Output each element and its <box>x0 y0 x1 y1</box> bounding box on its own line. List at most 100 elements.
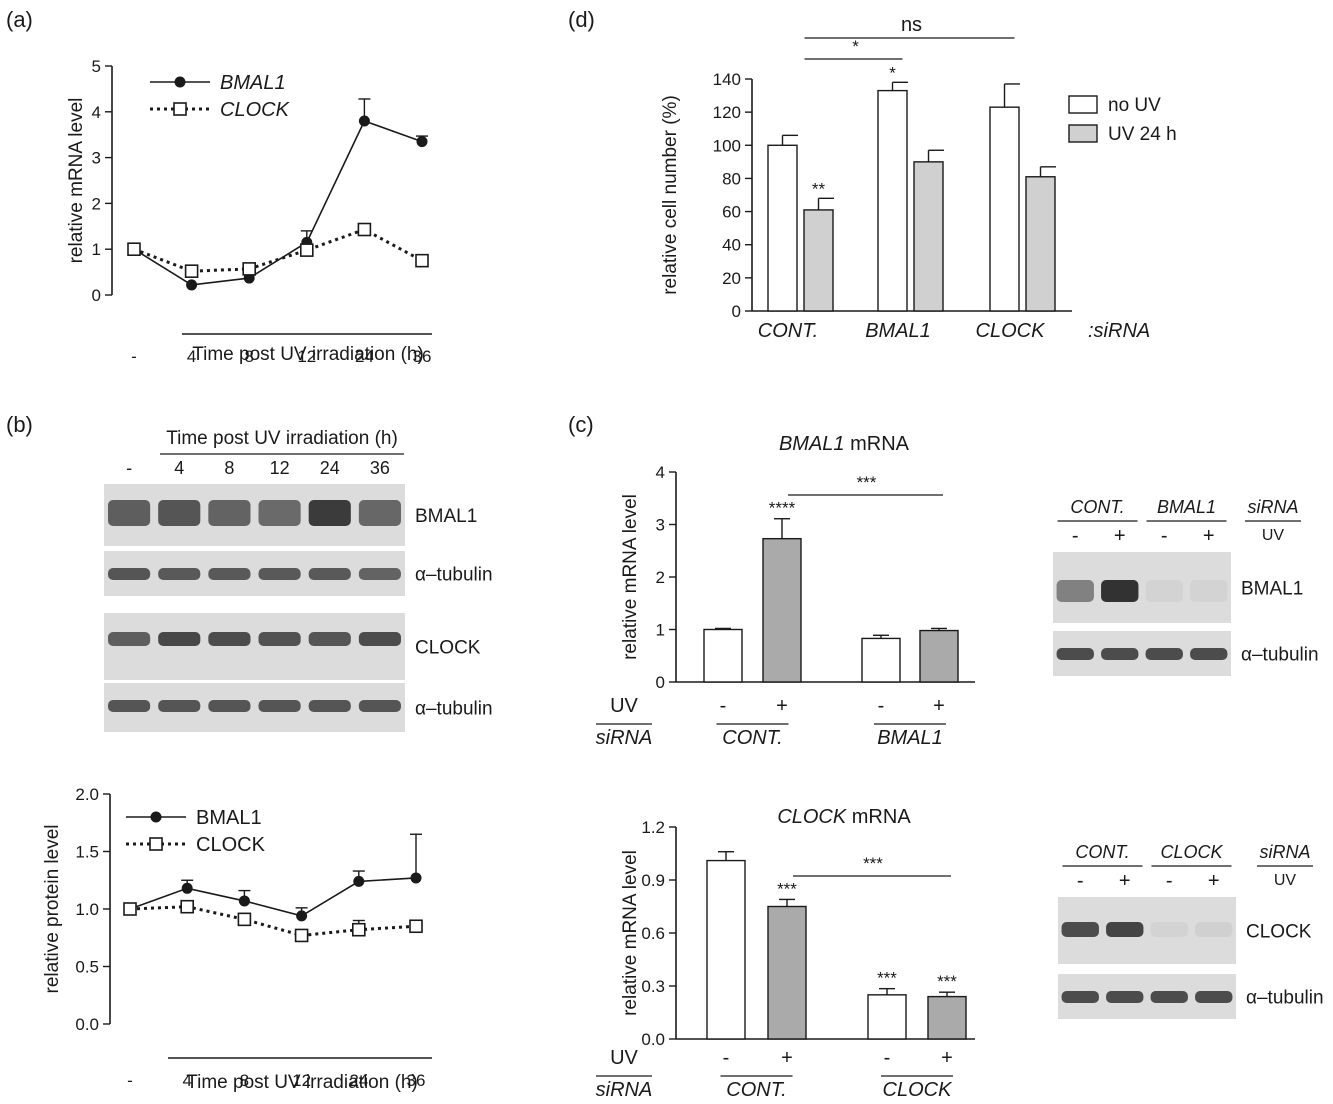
blot-row-label: siRNA <box>1259 842 1310 862</box>
bar <box>767 905 807 1040</box>
data-point-clock <box>415 253 429 268</box>
blot-band <box>1150 922 1188 937</box>
y-tick-label: 4 <box>656 463 665 482</box>
x-axis-label: Time post UV irradiation (h) <box>186 1072 418 1093</box>
bar-no-uv <box>767 144 798 312</box>
blot-band <box>1145 580 1183 602</box>
legend-label: CLOCK <box>196 834 266 856</box>
uv-mark: + <box>933 695 945 717</box>
uv-mark: - <box>723 1047 730 1069</box>
blot-uv-mark: - <box>1072 525 1079 547</box>
significance-stars: * <box>889 63 896 82</box>
uv-mark: - <box>878 695 885 717</box>
bar <box>867 994 907 1040</box>
blot-row-label: siRNA <box>1247 497 1298 517</box>
blot-lane-label: 36 <box>370 458 390 478</box>
significance-stars: ** <box>812 179 826 198</box>
blot-band <box>1056 648 1094 660</box>
group-label: CONT. <box>726 1079 786 1101</box>
y-tick-label: 1.5 <box>75 843 99 862</box>
comparison-label: *** <box>857 473 877 492</box>
bar-no-uv <box>877 89 908 312</box>
blot-band <box>1195 991 1233 1003</box>
blot-band <box>158 500 201 526</box>
blot-band <box>208 568 251 580</box>
chart-title-gene: BMAL1 <box>779 433 845 455</box>
blot-band <box>108 632 151 646</box>
bar-uv-24-h <box>1025 176 1056 312</box>
y-tick-label: 0.5 <box>75 958 99 977</box>
blot-lane-label: - <box>126 458 132 478</box>
blot-band <box>1190 580 1228 602</box>
x-category-label: CLOCK <box>976 320 1047 342</box>
group-label: BMAL1 <box>877 727 943 749</box>
blot-strip-0 <box>104 484 405 546</box>
y-tick-label: 140 <box>713 70 741 89</box>
bar <box>703 628 743 683</box>
blot-band <box>358 500 401 526</box>
blot-band <box>358 632 401 646</box>
blot-lane-label: 12 <box>270 458 290 478</box>
legend-marker <box>149 837 163 851</box>
comparison-label: ns <box>901 14 922 36</box>
row-label-uv: UV <box>610 695 638 717</box>
x-tick-label: - <box>131 347 137 366</box>
significance-stars: *** <box>777 879 797 898</box>
data-point-bmal1 <box>358 115 370 127</box>
chart-title: CLOCK mRNA <box>777 806 911 828</box>
data-point-clock <box>237 912 252 927</box>
blot-strip-label: BMAL1 <box>1241 579 1303 600</box>
x-tick-label: 36 <box>413 347 432 366</box>
blot-strip-background <box>104 613 405 680</box>
y-tick-label: 40 <box>722 236 741 255</box>
y-tick-label: 0.3 <box>641 977 665 996</box>
blot-header: Time post UV irradiation (h) <box>166 428 398 449</box>
legend-label: no UV <box>1108 95 1161 116</box>
data-point-clock <box>127 242 141 256</box>
y-tick-label: 0.0 <box>75 1015 99 1034</box>
bar <box>927 995 967 1040</box>
blot-band <box>1145 648 1183 660</box>
group-label: CLOCK <box>883 1079 954 1101</box>
blot-strip-label: α–tubulin <box>1246 988 1324 1009</box>
x-tick-label: 12 <box>292 1071 311 1090</box>
y-tick-label: 3 <box>656 516 665 535</box>
y-tick-label: 60 <box>722 203 741 222</box>
blot-band <box>308 500 351 526</box>
y-tick-label: 0.9 <box>641 871 665 890</box>
blot-band <box>1056 580 1094 602</box>
significance-stars: *** <box>877 969 897 988</box>
data-point-clock <box>294 928 309 943</box>
y-tick-label: 1.0 <box>75 900 99 919</box>
y-tick-label: 2 <box>92 194 101 213</box>
data-point-bmal1 <box>353 875 365 887</box>
blot-strip-2 <box>104 613 405 680</box>
row-label-sirna: siRNA <box>596 727 653 749</box>
blot-strip-label: BMAL1 <box>415 506 477 527</box>
y-tick-label: 1 <box>92 240 101 259</box>
x-category-suffix: :siRNA <box>1088 320 1150 342</box>
blot-uv-mark: + <box>1208 870 1220 892</box>
significance-stars: **** <box>769 499 796 518</box>
blot-strip-label: α–tubulin <box>415 565 493 586</box>
blot-band <box>1150 991 1188 1003</box>
blot-strip-background <box>104 683 405 732</box>
blot-strip-label: α–tubulin <box>1241 645 1319 666</box>
y-tick-label: 2.0 <box>75 785 99 804</box>
legend-label: UV 24 h <box>1108 124 1177 145</box>
bar-uv-24-h <box>913 161 944 312</box>
blot-uv-mark: - <box>1161 525 1168 547</box>
data-point-clock <box>123 902 137 916</box>
x-category-label: CONT. <box>758 320 818 342</box>
blot_c2-strip-1 <box>1058 974 1236 1019</box>
uv-mark: + <box>941 1047 953 1069</box>
data-point-bmal1 <box>186 279 198 291</box>
legend-swatch <box>1068 95 1098 114</box>
blot-uv-mark: + <box>1114 525 1126 547</box>
blot-group-label: CLOCK <box>1160 842 1223 862</box>
y-tick-label: 80 <box>722 169 741 188</box>
y-tick-label: 0 <box>732 302 741 321</box>
